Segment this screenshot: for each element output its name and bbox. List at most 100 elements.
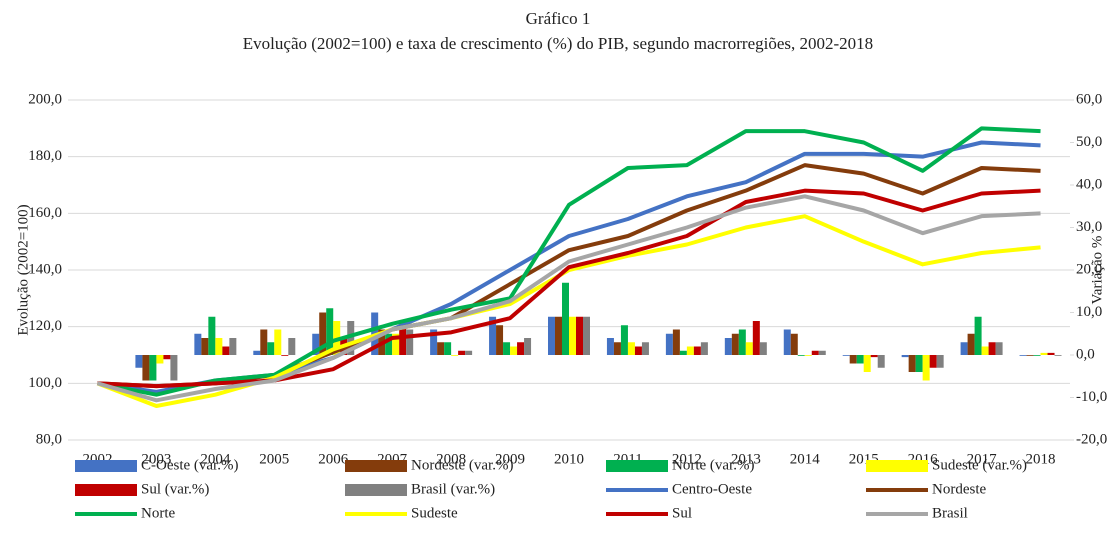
x-tick-label: 2013 (731, 451, 761, 467)
bar (877, 355, 885, 368)
chart-subtitle: Evolução (2002=100) e taxa de cresciment… (243, 34, 873, 53)
y-tick-label: 120,0 (28, 318, 62, 334)
bar (967, 333, 975, 355)
bar (392, 333, 400, 355)
bar (693, 346, 701, 355)
bar (901, 355, 909, 358)
bar (620, 325, 628, 355)
bar (627, 342, 635, 355)
legend-label: Norte (141, 505, 175, 521)
y-tick-label: 160,0 (28, 205, 62, 221)
legend-label: Sul (var.%) (141, 481, 209, 497)
bar (517, 342, 525, 355)
y2-tick-label: -20,0 (1076, 431, 1107, 447)
bar (974, 316, 982, 355)
bar (752, 321, 760, 355)
bar (267, 342, 275, 355)
x-tick-label: 2006 (318, 451, 349, 467)
bar (804, 355, 812, 356)
legend-label: C-Oeste (var.%) (141, 457, 238, 473)
bar (790, 333, 798, 355)
bar (641, 342, 649, 355)
bar (222, 346, 230, 355)
bar (783, 329, 791, 355)
bar (208, 316, 216, 355)
bar (156, 355, 164, 364)
bar (908, 355, 916, 372)
bar (679, 350, 687, 355)
bar (672, 329, 680, 355)
legend-label: Nordeste (var.%) (411, 457, 513, 473)
bar (142, 355, 150, 381)
bar (510, 346, 518, 355)
x-tick-label: 2008 (436, 451, 466, 467)
bar (634, 346, 642, 355)
y2-tick-label: 60,0 (1076, 91, 1102, 107)
bar (960, 342, 968, 355)
bar (870, 355, 878, 358)
y2-tick-label: 40,0 (1076, 176, 1102, 192)
bar (1054, 355, 1062, 356)
legend-swatch (75, 460, 137, 472)
bar (319, 312, 327, 355)
y-tick-label: 100,0 (28, 375, 62, 391)
bar (347, 321, 355, 355)
bar (458, 350, 466, 355)
legend-swatch (345, 484, 407, 496)
bar (745, 342, 753, 355)
legend-swatch (75, 484, 137, 496)
bar (686, 346, 694, 355)
bar (229, 338, 237, 355)
x-tick-label: 2018 (1026, 451, 1056, 467)
bar (842, 355, 850, 356)
bar (700, 342, 708, 355)
bar (1047, 352, 1055, 355)
line (97, 126, 1041, 397)
legend-swatch (606, 460, 668, 472)
y2-tick-label: -10,0 (1076, 389, 1107, 405)
y-axis-title: Evolução (2002=100) (15, 204, 31, 335)
bar (524, 338, 532, 355)
bar (406, 329, 414, 355)
y2-axis-title: Variação % (1089, 236, 1105, 305)
y2-tick-label: 10,0 (1076, 304, 1102, 320)
y-tick-label: 180,0 (28, 148, 62, 164)
bar (135, 355, 143, 368)
bar (149, 355, 157, 381)
legend-label: Norte (var.%) (672, 457, 754, 473)
bar (260, 329, 268, 355)
bar (1026, 355, 1034, 356)
bar (1019, 355, 1027, 356)
bar (583, 316, 590, 355)
x-tick-label: 2004 (200, 451, 231, 467)
bar (849, 355, 857, 364)
legend-label: Centro-Oeste (672, 481, 752, 497)
bar (936, 355, 944, 368)
x-tick-label: 2014 (790, 451, 821, 467)
legend-label: Sul (672, 505, 692, 521)
y-tick-label: 200,0 (28, 91, 62, 107)
bar (613, 342, 621, 355)
bar (385, 333, 393, 355)
bar (576, 316, 583, 355)
bar (201, 338, 209, 355)
bar (288, 338, 296, 355)
y2-tick-label: 50,0 (1076, 134, 1102, 150)
bar (444, 342, 452, 355)
bar (818, 350, 826, 355)
bar (929, 355, 937, 368)
legend-label: Sudeste (411, 505, 458, 521)
bar (163, 355, 171, 360)
bar (856, 355, 864, 364)
bar (437, 342, 445, 355)
bar (981, 346, 989, 355)
bar (797, 355, 805, 356)
bar (496, 325, 504, 355)
y-tick-label: 80,0 (36, 431, 62, 447)
line (96, 194, 1041, 403)
y2-tick-label: 30,0 (1076, 219, 1102, 235)
legend-swatch (866, 460, 928, 472)
bar (811, 350, 819, 355)
bar (922, 355, 930, 381)
